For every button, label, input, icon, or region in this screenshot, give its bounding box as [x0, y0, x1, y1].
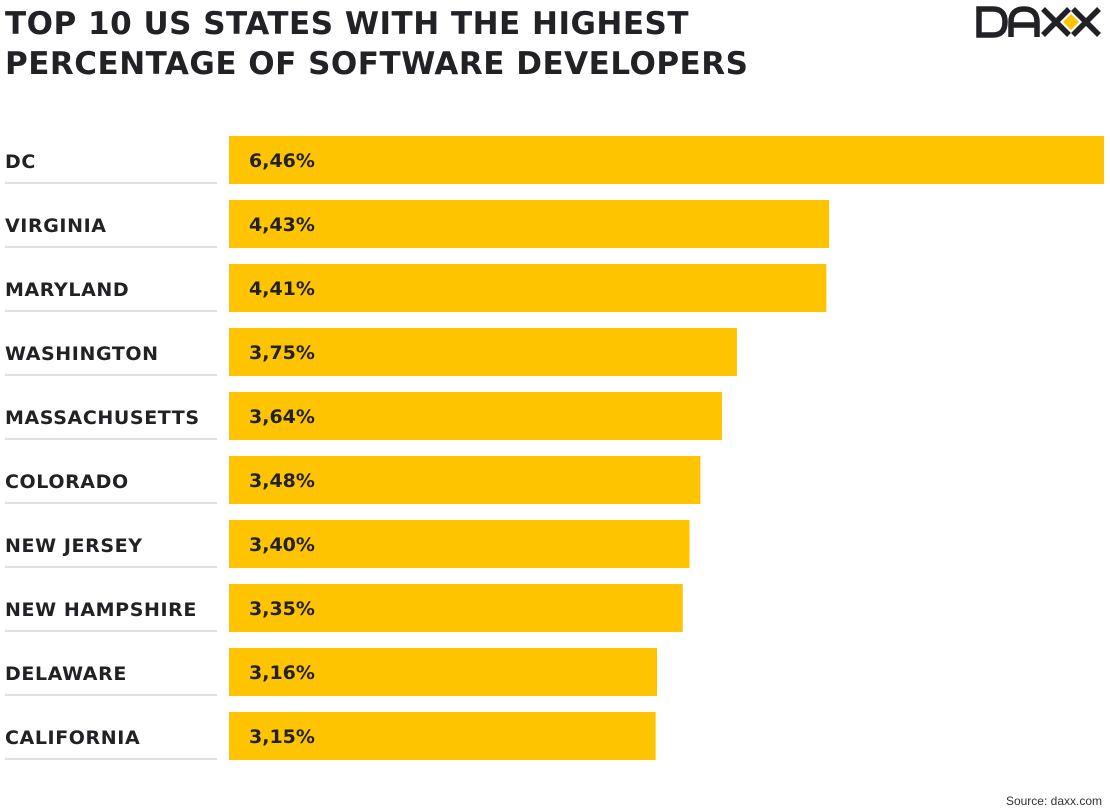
category-label: MARYLAND: [5, 279, 129, 301]
bar: [229, 136, 1104, 184]
category-label: WASHINGTON: [5, 343, 159, 365]
category-label: DELAWARE: [5, 663, 127, 685]
bar: [229, 712, 656, 760]
row-divider: [5, 694, 217, 696]
bar: [229, 328, 737, 376]
category-label: VIRGINIA: [5, 215, 107, 237]
bar: [229, 392, 723, 440]
row-divider: [5, 502, 217, 504]
bar: [229, 456, 701, 504]
category-label: MASSACHUSETTS: [5, 407, 200, 429]
value-label: 3,35%: [249, 598, 315, 620]
row-divider: [5, 758, 217, 760]
source-note: Source: daxx.com: [1005, 794, 1102, 808]
value-label: 4,41%: [249, 278, 315, 300]
row-divider: [5, 374, 217, 376]
category-label: CALIFORNIA: [5, 727, 140, 749]
value-label: 3,48%: [249, 470, 315, 492]
value-label: 3,40%: [249, 534, 315, 556]
row-divider: [5, 630, 217, 632]
title-line-2: PERCENTAGE OF SOFTWARE DEVELOPERS: [5, 46, 749, 82]
category-label: COLORADO: [5, 471, 129, 493]
value-label: 6,46%: [249, 150, 315, 172]
value-label: 4,43%: [249, 214, 315, 236]
title-line-1: TOP 10 US STATES WITH THE HIGHEST: [5, 6, 690, 42]
row-divider: [5, 566, 217, 568]
row-divider: [5, 246, 217, 248]
bar: [229, 648, 658, 696]
bar: [229, 584, 683, 632]
bar-chart: DC 6,46% VIRGINIA 4,43% MARYLAND 4,41% WASHING…: [5, 136, 1104, 760]
value-label: 3,64%: [249, 406, 315, 428]
chart-title: TOP 10 US STATES WITH THE HIGHEST PERCENT…: [5, 4, 905, 84]
bar: [229, 200, 830, 248]
bar: [229, 264, 827, 312]
value-label: 3,16%: [249, 662, 315, 684]
category-label: NEW HAMPSHIRE: [5, 599, 197, 621]
value-label: 3,15%: [249, 726, 315, 748]
daxx-logo: [976, 6, 1101, 38]
category-label: NEW JERSEY: [5, 535, 143, 557]
value-label: 3,75%: [249, 342, 315, 364]
row-divider: [5, 182, 217, 184]
row-divider: [5, 438, 217, 440]
row-divider: [5, 310, 217, 312]
bar: [229, 520, 690, 568]
category-label: DC: [5, 151, 36, 173]
